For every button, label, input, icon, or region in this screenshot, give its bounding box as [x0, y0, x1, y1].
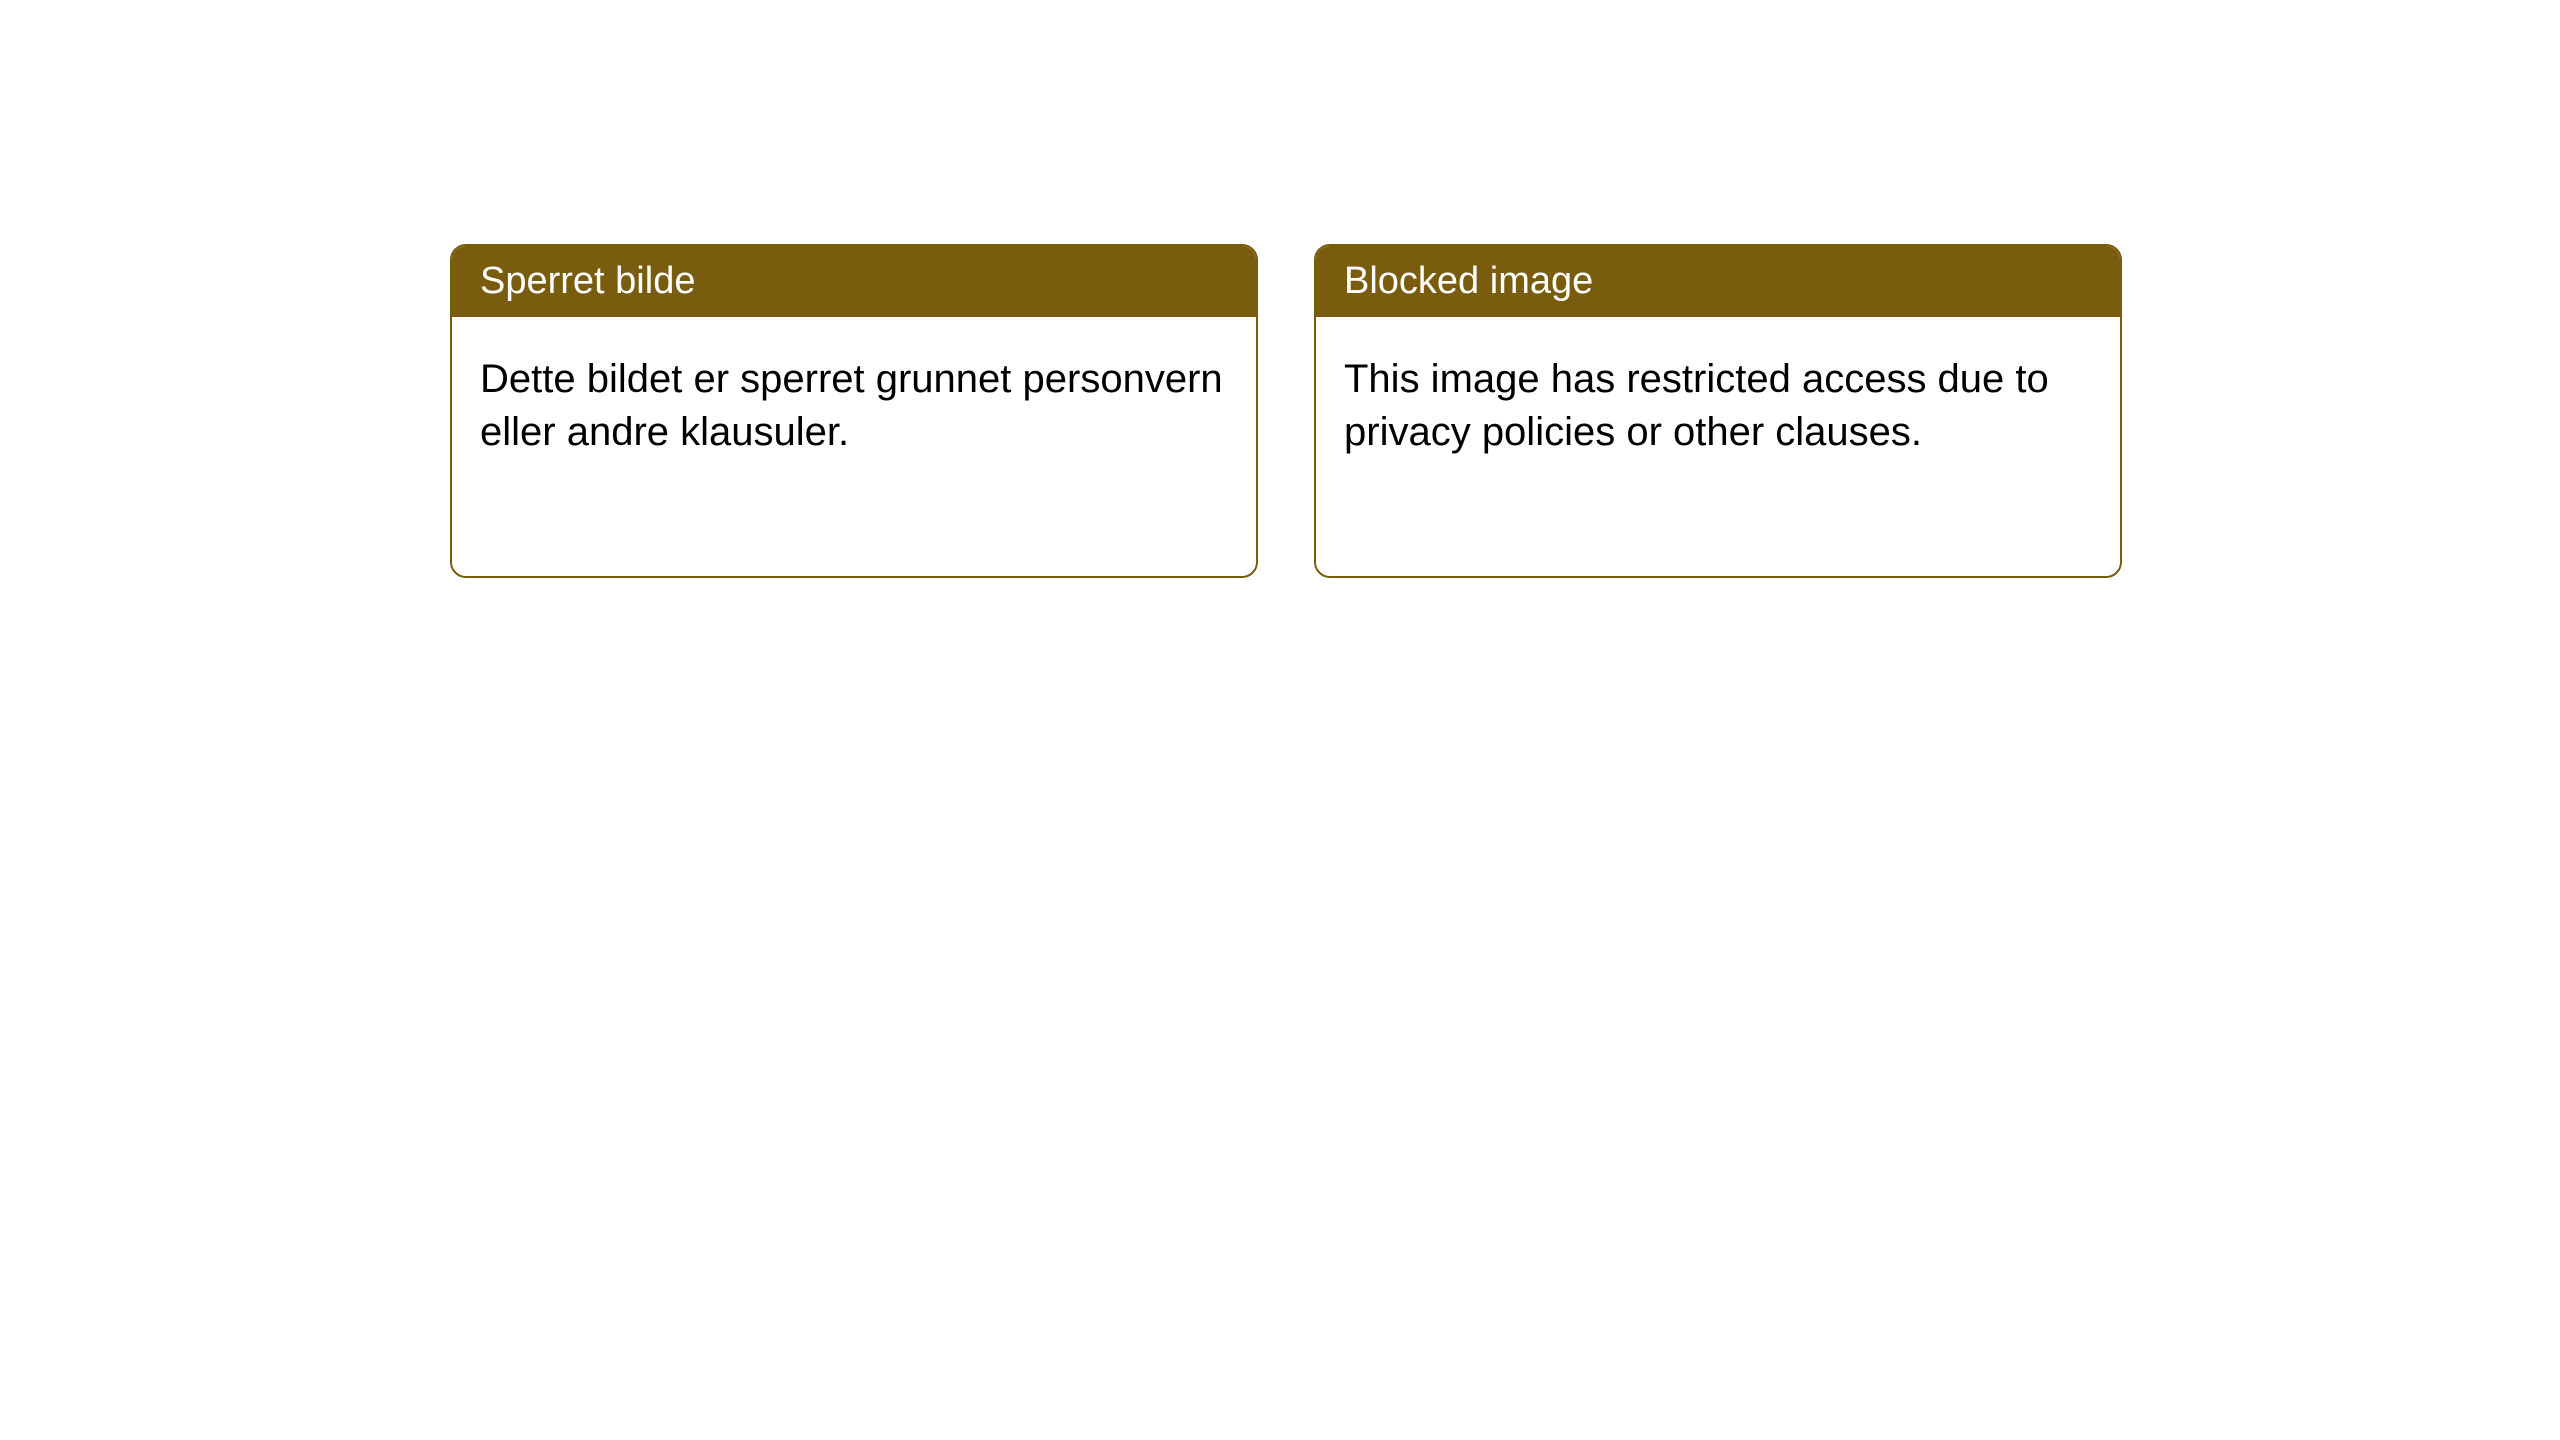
- notices-container: Sperret bilde Dette bildet er sperret gr…: [0, 0, 2560, 578]
- notice-title: Blocked image: [1344, 260, 1593, 302]
- notice-card-english: Blocked image This image has restricted …: [1314, 244, 2122, 578]
- notice-card-norwegian: Sperret bilde Dette bildet er sperret gr…: [450, 244, 1258, 578]
- notice-title: Sperret bilde: [480, 260, 695, 302]
- notice-body-text: This image has restricted access due to …: [1344, 357, 2049, 454]
- notice-header: Sperret bilde: [452, 246, 1256, 317]
- notice-header: Blocked image: [1316, 246, 2120, 317]
- notice-body-text: Dette bildet er sperret grunnet personve…: [480, 357, 1223, 454]
- notice-body: This image has restricted access due to …: [1316, 317, 2120, 495]
- notice-body: Dette bildet er sperret grunnet personve…: [452, 317, 1256, 495]
